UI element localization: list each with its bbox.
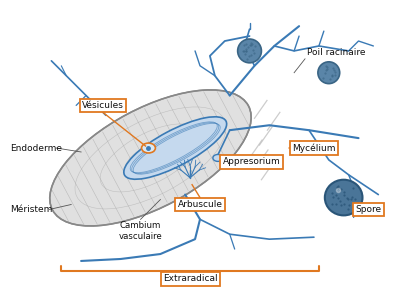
Text: Appresorium: Appresorium bbox=[223, 158, 280, 166]
Text: Arbuscule: Arbuscule bbox=[178, 200, 222, 209]
Text: Vésicules: Vésicules bbox=[82, 101, 124, 110]
Text: Cambium
vasculaire: Cambium vasculaire bbox=[119, 221, 162, 241]
Ellipse shape bbox=[318, 62, 340, 84]
Text: Mycélium: Mycélium bbox=[292, 143, 336, 153]
Text: Méristem: Méristem bbox=[10, 205, 52, 214]
Text: Endoderme: Endoderme bbox=[10, 143, 62, 152]
Text: Spore: Spore bbox=[355, 205, 382, 214]
Text: Poil racinaire: Poil racinaire bbox=[307, 48, 366, 57]
Ellipse shape bbox=[50, 90, 251, 226]
Ellipse shape bbox=[325, 180, 362, 215]
Ellipse shape bbox=[142, 143, 156, 153]
Ellipse shape bbox=[238, 39, 262, 63]
Ellipse shape bbox=[124, 117, 227, 179]
Ellipse shape bbox=[213, 154, 223, 161]
Text: Extraradical: Extraradical bbox=[163, 274, 218, 283]
